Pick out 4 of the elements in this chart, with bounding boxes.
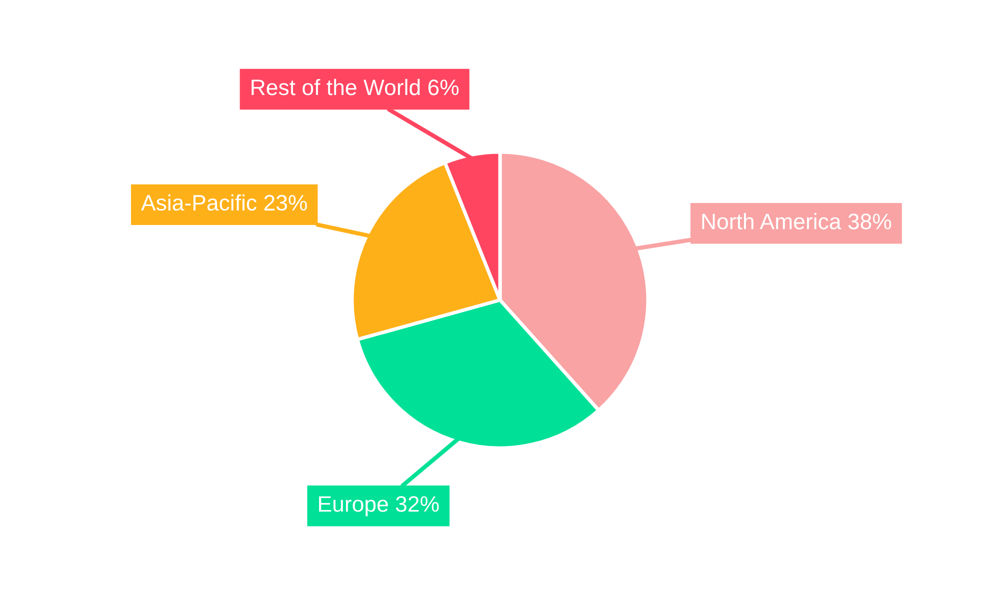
slice-label: Rest of the World 6% xyxy=(252,78,459,96)
slice-label: Europe 32% xyxy=(319,496,439,516)
slice-label: North America 38% xyxy=(702,213,892,230)
slice-label: Asia-Pacific 23% xyxy=(141,194,307,211)
